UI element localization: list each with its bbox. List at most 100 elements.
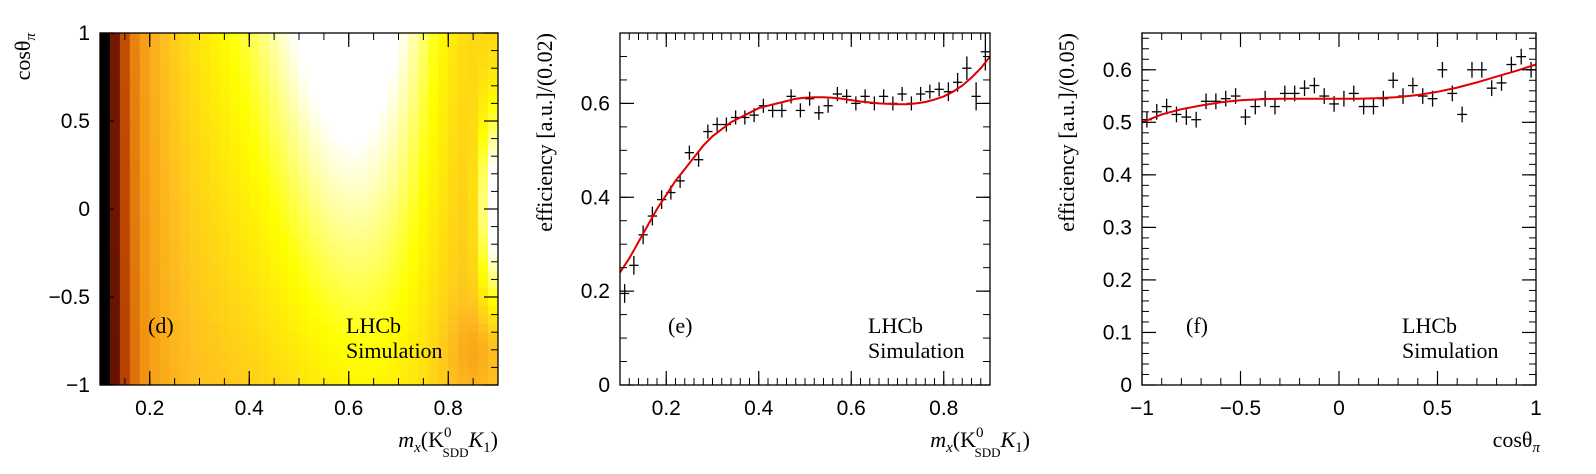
heatmap-cell: [139, 68, 151, 78]
heatmap-cell: [488, 367, 499, 377]
heatmap-cell: [408, 226, 419, 236]
heatmap-cell: [159, 59, 171, 69]
heatmap-cell: [398, 279, 409, 289]
heatmap-cell: [308, 261, 320, 271]
heatmap-cell: [129, 68, 141, 78]
heatmap-cell: [219, 341, 230, 351]
heatmap-cell: [408, 59, 419, 69]
heatmap-cell: [458, 244, 469, 254]
heatmap-cell: [408, 314, 419, 324]
heatmap-cell: [358, 253, 370, 263]
heatmap-cell: [100, 182, 111, 192]
heatmap-cell: [328, 305, 340, 315]
heatmap-cell: [308, 314, 320, 324]
heatmap-cell: [368, 182, 379, 192]
heatmap-cell: [129, 253, 141, 263]
heatmap-cell: [269, 173, 280, 183]
heatmap-cell: [279, 305, 290, 315]
heatmap-cell: [109, 270, 121, 280]
heatmap-cell: [229, 314, 240, 324]
heatmap-cell: [119, 323, 131, 333]
heatmap-cell: [438, 33, 449, 43]
heatmap-cell: [100, 103, 111, 113]
heatmap-cell: [229, 147, 240, 157]
heatmap-cell: [139, 182, 151, 192]
heatmap-cell: [219, 165, 230, 175]
heatmap-cell: [259, 349, 270, 359]
y-tick-label: 0: [78, 198, 90, 221]
heatmap-cell: [368, 147, 379, 157]
heatmap-cell: [139, 94, 151, 104]
heatmap-cell: [408, 244, 419, 254]
heatmap-cell: [129, 77, 141, 87]
heatmap-cell: [448, 191, 459, 201]
heatmap-cell: [468, 244, 479, 254]
heatmap-cell: [279, 209, 290, 219]
heatmap-cell: [259, 173, 270, 183]
heatmap-cell: [328, 323, 340, 333]
heatmap-cell: [388, 103, 399, 113]
heatmap-cell: [378, 270, 389, 280]
heatmap-cell: [289, 147, 300, 157]
heatmap-cell: [119, 182, 131, 192]
heatmap-cell: [448, 323, 459, 333]
heatmap-cell: [149, 367, 161, 377]
heatmap-cell: [368, 367, 379, 377]
heatmap-cell: [478, 50, 489, 60]
heatmap-cell: [109, 332, 121, 342]
heatmap-cell: [408, 235, 419, 245]
heatmap-cell: [308, 33, 320, 43]
heatmap-cell: [338, 305, 350, 315]
heatmap-cell: [129, 129, 141, 139]
heatmap-cell: [358, 288, 370, 298]
heatmap-cell: [468, 305, 479, 315]
heatmap-cell: [418, 147, 429, 157]
heatmap-cell: [179, 288, 190, 298]
heatmap-cell: [328, 121, 340, 131]
heatmap-cell: [119, 349, 131, 359]
heatmap-cell: [199, 85, 210, 95]
heatmap-cell: [169, 244, 180, 254]
heatmap-cell: [318, 367, 330, 377]
heatmap-cell: [299, 244, 310, 254]
heatmap-cell: [318, 68, 330, 78]
heatmap-cell: [119, 305, 131, 315]
heatmap-cell: [219, 235, 230, 245]
heatmap-cell: [378, 129, 389, 139]
heatmap-cell: [119, 279, 131, 289]
heatmap-cell: [448, 129, 459, 139]
heatmap-cell: [428, 200, 439, 210]
heatmap-cell: [179, 85, 190, 95]
heatmap-cell: [468, 68, 479, 78]
heatmap-cell: [448, 50, 459, 60]
heatmap-cell: [448, 59, 459, 69]
heatmap-cell: [308, 244, 320, 254]
heatmap-cell: [179, 112, 190, 122]
heatmap-cell: [428, 33, 439, 43]
data-point: [657, 190, 667, 209]
heatmap-cell: [129, 112, 141, 122]
heatmap-cell: [328, 77, 340, 87]
heatmap-cell: [448, 358, 459, 368]
heatmap-cell: [239, 165, 250, 175]
heatmap-cell: [308, 156, 320, 166]
heatmap-cell: [328, 33, 340, 43]
heatmap-cell: [478, 77, 489, 87]
heatmap-cell: [189, 191, 200, 201]
heatmap-cell: [269, 68, 280, 78]
heatmap-cell: [478, 112, 489, 122]
heatmap-cell: [199, 297, 210, 307]
heatmap-cell: [428, 165, 439, 175]
heatmap-cell: [358, 244, 370, 254]
heatmap-cell: [129, 50, 141, 60]
heatmap-cell: [299, 182, 310, 192]
heatmap-cell: [229, 59, 240, 69]
heatmap-cell: [458, 305, 469, 315]
heatmap-cell: [269, 341, 280, 351]
heatmap-cell: [149, 314, 161, 324]
heatmap-cell: [468, 349, 479, 359]
heatmap-cell: [428, 138, 439, 148]
heatmap-cell: [378, 341, 389, 351]
heatmap-cell: [109, 191, 121, 201]
heatmap-cell: [149, 173, 161, 183]
